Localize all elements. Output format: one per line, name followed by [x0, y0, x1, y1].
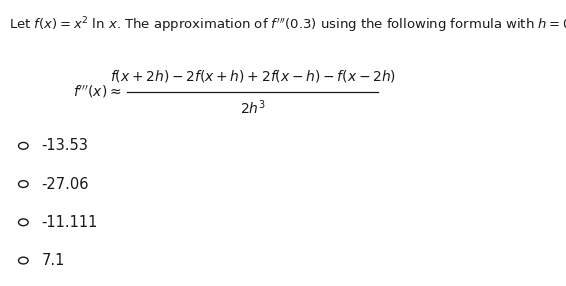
- Text: $f'''(x) \approx$: $f'''(x) \approx$: [73, 84, 121, 100]
- Text: $f(x + 2h) - 2f(x + h) + 2f(x - h) - f(x - 2h)$: $f(x + 2h) - 2f(x + h) + 2f(x - h) - f(x…: [110, 68, 396, 84]
- Text: 7.1: 7.1: [41, 253, 65, 268]
- Text: Let $f(x) = x^2$ ln $x$. The approximation of $f'''(0.3)$ using the following fo: Let $f(x) = x^2$ ln $x$. The approximati…: [10, 15, 566, 35]
- Text: -11.111: -11.111: [41, 215, 98, 230]
- Text: -13.53: -13.53: [41, 138, 88, 153]
- Text: -27.06: -27.06: [41, 176, 89, 192]
- Text: $2h^3$: $2h^3$: [239, 98, 265, 117]
